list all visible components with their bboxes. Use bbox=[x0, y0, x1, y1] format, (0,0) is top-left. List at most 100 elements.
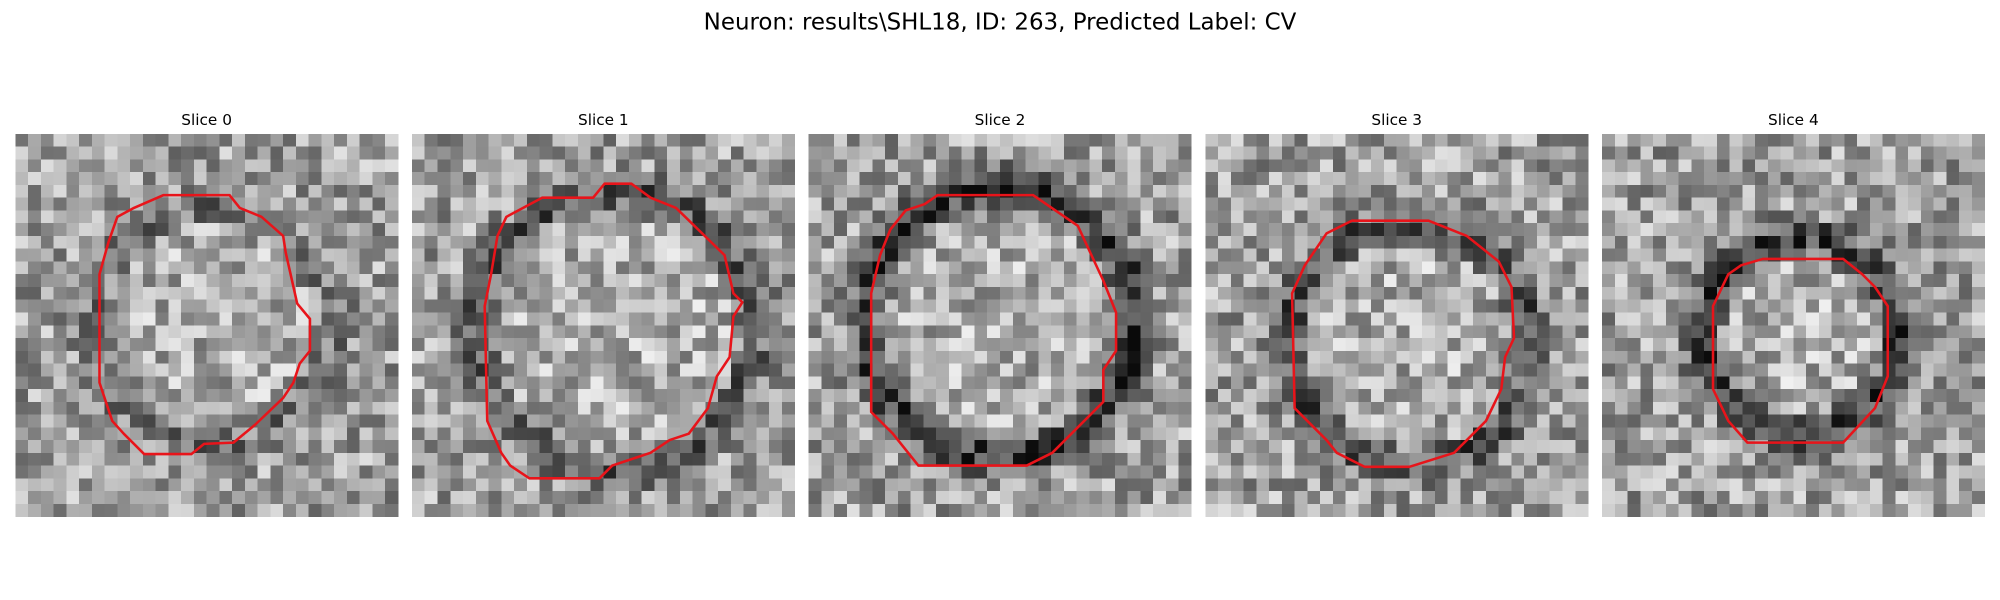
pixel bbox=[1844, 261, 1858, 275]
pixel bbox=[667, 274, 681, 288]
pixel bbox=[1767, 325, 1781, 339]
pixel bbox=[1933, 184, 1947, 199]
pixel bbox=[1614, 350, 1628, 364]
pixel bbox=[974, 503, 988, 517]
pixel bbox=[859, 274, 873, 288]
pixel bbox=[1908, 172, 1922, 186]
pixel bbox=[1704, 261, 1718, 275]
pixel bbox=[1038, 401, 1052, 415]
pixel bbox=[552, 363, 566, 377]
pixel bbox=[1640, 172, 1654, 186]
pixel bbox=[1460, 210, 1474, 224]
pixel bbox=[603, 440, 617, 454]
pixel bbox=[181, 440, 195, 454]
pixel bbox=[1230, 350, 1245, 364]
pixel bbox=[1704, 491, 1718, 505]
pixel bbox=[692, 248, 706, 262]
pixel bbox=[1844, 491, 1858, 505]
pixel bbox=[1602, 491, 1616, 505]
pixel bbox=[1256, 350, 1270, 364]
pixel bbox=[1396, 274, 1410, 288]
pixel bbox=[117, 133, 131, 148]
pixel bbox=[1831, 274, 1845, 288]
pixel bbox=[1971, 389, 1986, 403]
pixel bbox=[667, 465, 681, 479]
pixel bbox=[1294, 146, 1308, 160]
pixel bbox=[1345, 197, 1359, 211]
pixel bbox=[1806, 452, 1820, 466]
pixel bbox=[1218, 172, 1232, 186]
pixel bbox=[1653, 478, 1667, 492]
pixel bbox=[1704, 235, 1718, 250]
pixel bbox=[897, 401, 912, 415]
pixel bbox=[974, 478, 988, 492]
pixel bbox=[1000, 197, 1014, 211]
pixel bbox=[1920, 312, 1935, 326]
pixel bbox=[1716, 491, 1730, 505]
pixel bbox=[1165, 465, 1179, 479]
pixel bbox=[1959, 159, 1973, 173]
pixel bbox=[948, 248, 963, 262]
pixel bbox=[628, 133, 642, 148]
pixel bbox=[1063, 414, 1077, 428]
pixel bbox=[1165, 478, 1179, 492]
pixel bbox=[1818, 401, 1833, 415]
pixel bbox=[1485, 376, 1500, 390]
pixel bbox=[1946, 299, 1960, 313]
pixel bbox=[859, 210, 873, 224]
pixel bbox=[1269, 235, 1283, 250]
pixel bbox=[1256, 197, 1270, 211]
pixel bbox=[1127, 503, 1141, 517]
pixel bbox=[1665, 274, 1679, 288]
pixel bbox=[1729, 491, 1743, 505]
pixel bbox=[1511, 159, 1525, 173]
pixel bbox=[334, 184, 348, 199]
pixel bbox=[1549, 350, 1563, 364]
pixel bbox=[463, 325, 477, 339]
pixel bbox=[565, 210, 579, 224]
pixel bbox=[1946, 159, 1960, 173]
pixel bbox=[1025, 133, 1039, 148]
pixel bbox=[1895, 491, 1909, 505]
pixel bbox=[1256, 274, 1270, 288]
pixel bbox=[1256, 172, 1270, 186]
pixel bbox=[1153, 261, 1167, 275]
pixel bbox=[1793, 159, 1807, 173]
pixel bbox=[1000, 478, 1014, 492]
pixel bbox=[667, 414, 681, 428]
pixel bbox=[1767, 197, 1781, 211]
pixel bbox=[1602, 299, 1616, 313]
pixel bbox=[155, 491, 169, 505]
pixel bbox=[411, 503, 426, 517]
pixel bbox=[372, 465, 386, 479]
pixel bbox=[1165, 312, 1179, 326]
pixel bbox=[308, 414, 322, 428]
pixel bbox=[1076, 401, 1090, 415]
pixel bbox=[1358, 440, 1372, 454]
pixel bbox=[1256, 146, 1270, 160]
pixel bbox=[1230, 363, 1245, 377]
pixel bbox=[1742, 210, 1756, 224]
pixel bbox=[910, 401, 924, 415]
pixel bbox=[1575, 338, 1589, 352]
pixel bbox=[1844, 478, 1858, 492]
pixel bbox=[730, 440, 745, 454]
pixel bbox=[756, 299, 770, 313]
pixel bbox=[756, 363, 770, 377]
pixel bbox=[1742, 389, 1756, 403]
pixel bbox=[437, 261, 451, 275]
pixel bbox=[475, 223, 489, 237]
pixel bbox=[40, 235, 54, 250]
pixel bbox=[641, 503, 655, 517]
pixel bbox=[679, 312, 693, 326]
pixel bbox=[283, 363, 297, 377]
pixel bbox=[1460, 491, 1474, 505]
pixel bbox=[1063, 491, 1077, 505]
pixel bbox=[232, 235, 246, 250]
pixel bbox=[1485, 210, 1500, 224]
pixel bbox=[206, 465, 220, 479]
pixel bbox=[1038, 235, 1052, 250]
pixel bbox=[1882, 414, 1896, 428]
pixel bbox=[718, 465, 732, 479]
pixel bbox=[334, 172, 348, 186]
